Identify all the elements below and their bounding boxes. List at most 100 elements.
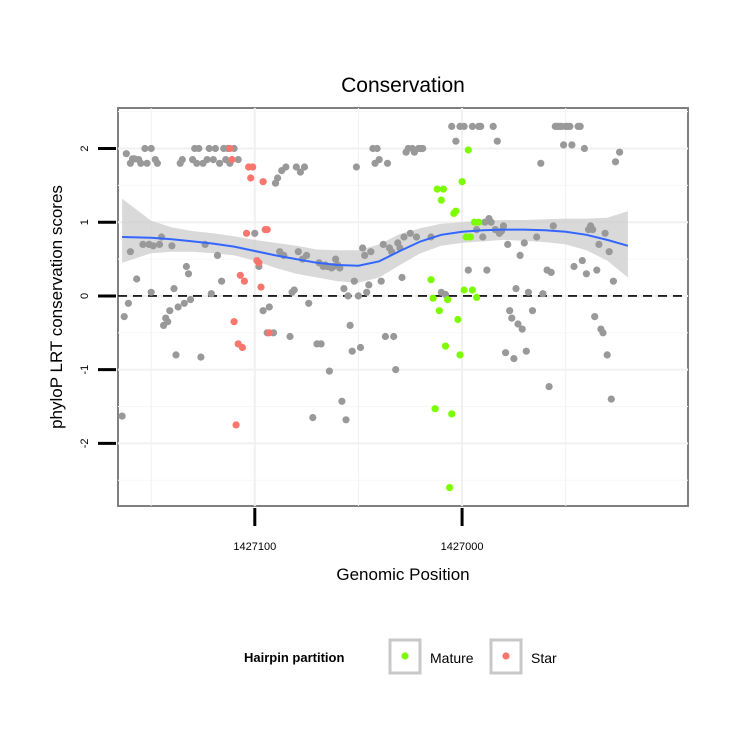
data-point-star — [236, 271, 244, 279]
data-point-other — [545, 383, 553, 391]
x-tick-label: 1427000 — [441, 541, 484, 553]
y-tick-label: 1 — [79, 219, 91, 225]
data-point-other — [122, 150, 130, 158]
data-point-other — [197, 353, 205, 361]
data-point-other — [300, 163, 309, 171]
data-point-other — [549, 222, 557, 230]
data-point-mature — [441, 342, 450, 350]
data-point-other — [392, 366, 400, 374]
data-point-other — [576, 122, 584, 130]
data-point-other — [234, 156, 242, 164]
x-axis-title: Genomic Position — [336, 565, 469, 584]
data-point-other — [560, 141, 568, 149]
data-point-other — [607, 395, 615, 403]
data-point-other — [566, 122, 574, 130]
data-point-other — [346, 321, 354, 329]
y-axis-title: phyloP LRT conservation scores — [47, 185, 66, 429]
data-point-star — [226, 144, 234, 153]
data-point-mature — [464, 146, 472, 154]
data-point-other — [166, 307, 174, 315]
data-point-mature — [458, 178, 466, 186]
data-point-other — [487, 218, 495, 226]
data-point-other — [170, 285, 178, 293]
data-point-other — [377, 277, 385, 285]
data-point-other — [508, 314, 516, 322]
data-point-other — [601, 229, 609, 237]
data-point-other — [518, 325, 526, 333]
data-point-other — [147, 288, 155, 296]
data-point-other — [120, 313, 128, 321]
data-point-mature — [475, 218, 483, 226]
data-point-other — [537, 159, 545, 167]
data-point-other — [547, 268, 555, 276]
data-point-other — [483, 266, 491, 274]
data-point-other — [379, 240, 387, 248]
data-point-mature — [448, 410, 456, 418]
data-point-mature — [429, 294, 437, 302]
data-point-other — [582, 270, 591, 278]
data-point-mature — [437, 196, 445, 204]
data-point-mature — [460, 286, 468, 294]
data-point-other — [510, 355, 518, 363]
data-point-other — [591, 313, 599, 321]
data-point-other — [522, 347, 530, 355]
data-point-other — [350, 277, 358, 285]
data-point-other — [195, 144, 203, 153]
data-point-other — [340, 285, 348, 293]
points-layer — [118, 122, 624, 492]
data-point-other — [580, 144, 589, 153]
data-point-other — [317, 340, 325, 348]
data-point-mature — [439, 185, 447, 193]
data-point-other — [205, 144, 213, 153]
legend-item-mature: Mature — [388, 638, 474, 675]
y-tick-label: 2 — [79, 145, 91, 151]
y-axis: 2 1 0 -1 -2 — [79, 145, 116, 448]
data-point-other — [274, 174, 282, 182]
data-point-other — [124, 299, 132, 307]
data-point-star — [247, 174, 255, 182]
data-point-other — [464, 266, 472, 274]
data-point-other — [499, 222, 508, 230]
data-point-other — [133, 275, 141, 283]
data-point-other — [375, 156, 383, 164]
data-point-star — [228, 156, 236, 164]
data-point-other — [589, 226, 597, 234]
data-point-other — [203, 156, 211, 164]
data-point-other — [141, 144, 149, 153]
data-point-other — [506, 307, 514, 315]
data-point-other — [184, 270, 193, 278]
data-point-other — [504, 240, 512, 248]
data-point-other — [593, 266, 601, 274]
data-point-other — [479, 233, 487, 241]
data-point-other — [211, 144, 219, 153]
data-point-other — [412, 233, 421, 241]
data-point-mature — [446, 484, 454, 492]
data-point-other — [209, 156, 217, 164]
data-point-other — [493, 137, 501, 145]
data-point-other — [419, 144, 427, 153]
data-point-other — [292, 163, 300, 171]
data-point-other — [139, 240, 147, 248]
data-point-other — [325, 367, 333, 375]
data-point-other — [180, 299, 188, 307]
data-point-other — [605, 248, 613, 256]
x-tick-label: 1427100 — [233, 541, 276, 553]
data-point-other — [383, 159, 392, 167]
data-point-mature — [444, 296, 452, 304]
data-point-star — [265, 329, 273, 337]
data-point-other — [595, 240, 603, 248]
data-point-other — [616, 148, 624, 156]
y-tick-label: -1 — [79, 365, 91, 375]
legend-label-mature: Mature — [430, 650, 474, 666]
legend-item-star: Star — [489, 638, 557, 675]
data-point-mature — [431, 405, 439, 413]
data-point-star — [242, 229, 251, 237]
data-point-other — [342, 416, 350, 424]
data-point-other — [303, 251, 311, 259]
data-point-other — [143, 159, 151, 167]
data-point-other — [265, 303, 273, 311]
data-point-other — [213, 251, 222, 259]
data-point-other — [218, 277, 226, 285]
chart-title: Conservation — [341, 74, 465, 97]
